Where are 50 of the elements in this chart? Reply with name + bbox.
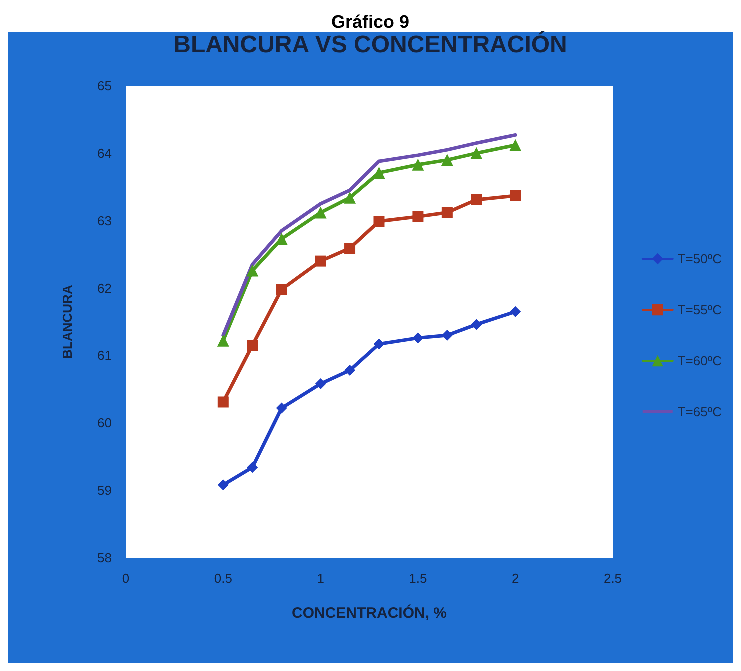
point bbox=[471, 319, 482, 330]
x-tick-label: 0 bbox=[122, 571, 130, 586]
point bbox=[412, 158, 424, 171]
legend-label: T=55ºC bbox=[678, 302, 722, 318]
y-tick-label: 64 bbox=[98, 146, 112, 161]
x-tick-label: 2.5 bbox=[604, 571, 622, 586]
point bbox=[471, 194, 482, 206]
point bbox=[314, 206, 327, 219]
point bbox=[442, 207, 453, 218]
y-axis-title: BLANCURA bbox=[60, 284, 75, 359]
point bbox=[246, 264, 259, 277]
point bbox=[344, 192, 356, 204]
x-axis-title: CONCENTRACIÓN, % bbox=[292, 604, 448, 622]
y-tick-label: 61 bbox=[98, 348, 112, 364]
point bbox=[510, 139, 522, 152]
point bbox=[315, 378, 326, 390]
x-tick-label: 2 bbox=[512, 571, 520, 586]
point bbox=[344, 243, 356, 254]
legend-label: T=60ºC bbox=[678, 354, 722, 368]
point bbox=[510, 190, 522, 202]
chart-title: BLANCURA VS CONCENTRACIÓN bbox=[174, 30, 568, 58]
point bbox=[217, 334, 230, 347]
y-tick-label: 58 bbox=[98, 550, 112, 566]
point bbox=[374, 338, 385, 350]
y-tick-label: 65 bbox=[98, 78, 112, 94]
y-tick-label: 63 bbox=[98, 213, 112, 228]
y-tick-label: 59 bbox=[98, 483, 112, 498]
point bbox=[276, 402, 288, 414]
x-tick-label: 0.5 bbox=[214, 571, 232, 586]
point bbox=[510, 306, 522, 318]
point bbox=[374, 216, 385, 228]
y-tick-label: 60 bbox=[98, 416, 112, 431]
x-tick-label: 1 bbox=[317, 571, 324, 586]
point bbox=[441, 154, 454, 166]
text: Gráfico 9 bbox=[331, 12, 410, 32]
point bbox=[276, 284, 288, 296]
x-tick-label: 1.5 bbox=[409, 571, 428, 586]
point bbox=[218, 480, 229, 491]
point bbox=[344, 365, 356, 376]
point bbox=[412, 211, 424, 222]
point bbox=[470, 147, 483, 160]
point bbox=[247, 340, 258, 352]
point bbox=[442, 330, 453, 341]
legend-label: T=50ºC bbox=[678, 252, 722, 266]
point bbox=[247, 462, 258, 474]
point bbox=[315, 256, 326, 267]
point bbox=[218, 396, 229, 408]
y-tick-label: 62 bbox=[98, 280, 112, 296]
legend-label: T=65ºC bbox=[678, 404, 722, 420]
point bbox=[412, 332, 424, 344]
